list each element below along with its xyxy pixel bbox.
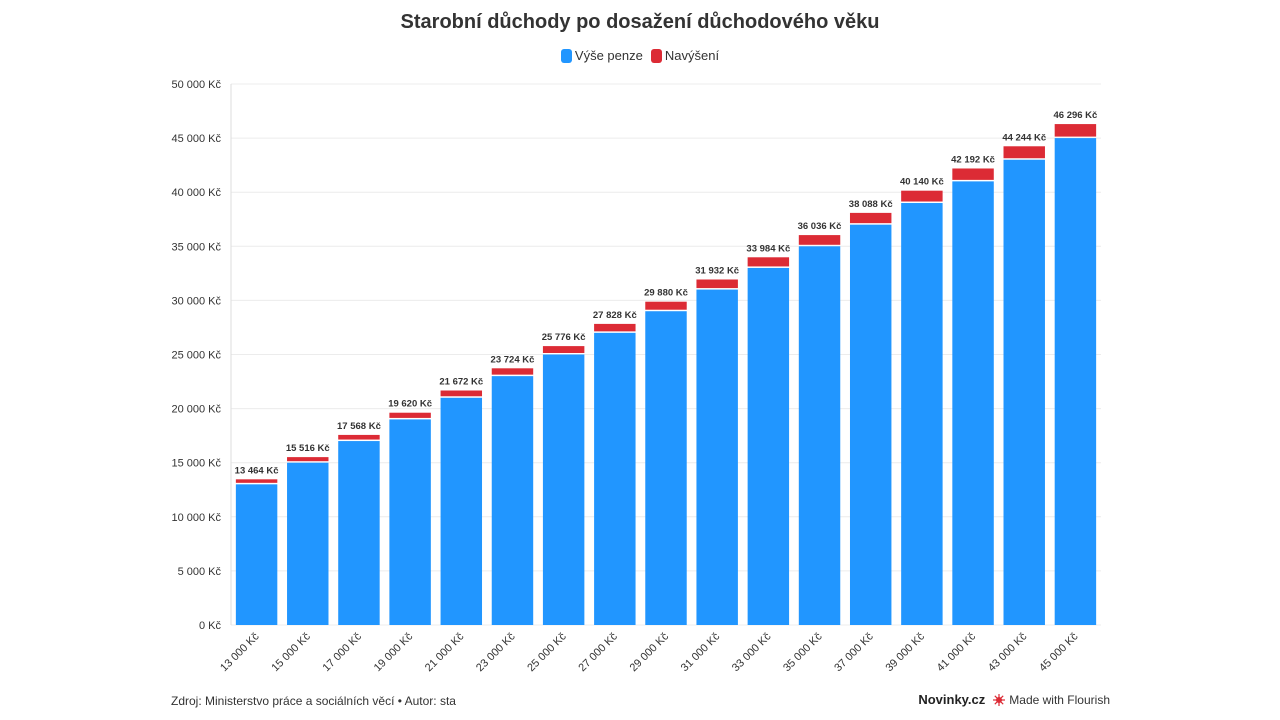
x-tick-label: 13 000 Kč	[218, 630, 262, 674]
y-tick-label: 40 000 Kč	[171, 187, 221, 199]
x-tick-label: 45 000 Kč	[1037, 630, 1081, 674]
total-label: 17 568 Kč	[337, 421, 381, 432]
y-tick-label: 20 000 Kč	[171, 404, 221, 416]
bar-increase	[1054, 124, 1097, 137]
bar-base	[594, 332, 636, 625]
bar-base	[1003, 159, 1045, 626]
legend-item-base[interactable]: Výše penze	[560, 48, 643, 63]
bar-base	[747, 267, 790, 625]
bar-increase	[1003, 146, 1045, 159]
x-tick-label: 37 000 Kč	[832, 630, 876, 674]
bar-base	[645, 311, 687, 625]
x-tick-label: 19 000 Kč	[372, 630, 416, 674]
flourish-credit[interactable]: Made with Flourish	[993, 693, 1110, 707]
x-tick-label: 15 000 Kč	[269, 630, 313, 674]
y-tick-label: 10 000 Kč	[171, 512, 221, 524]
total-label: 38 088 Kč	[849, 199, 893, 210]
total-label: 36 036 Kč	[798, 221, 842, 232]
x-tick-label: 41 000 Kč	[935, 630, 979, 674]
total-label: 27 828 Kč	[593, 310, 637, 321]
bar-base	[798, 246, 841, 626]
x-tick-label: 33 000 Kč	[730, 630, 774, 674]
x-tick-label: 23 000 Kč	[474, 630, 518, 674]
x-tick-label: 17 000 Kč	[321, 630, 365, 674]
bar-increase	[235, 479, 278, 483]
bar-base	[952, 181, 994, 625]
brand-logo[interactable]: Novinky.cz	[918, 692, 986, 707]
bar-base	[542, 354, 585, 625]
chart-title: Starobní důchody po dosažení důchodového…	[400, 11, 880, 33]
x-tick-label: 21 000 Kč	[423, 630, 467, 674]
bar-increase	[287, 457, 329, 462]
total-label: 23 724 Kč	[491, 354, 535, 365]
bar-base	[1054, 138, 1097, 625]
total-label: 46 296 Kč	[1053, 110, 1097, 121]
source-note: Zdroj: Ministerstvo práce a sociálních v…	[171, 694, 456, 708]
legend-label-increase: Navýšení	[664, 48, 720, 63]
made-with-flourish-label: Made with Flourish	[1009, 692, 1110, 707]
bar-increase	[849, 212, 892, 224]
bar-increase	[389, 412, 431, 418]
total-label: 21 672 Kč	[439, 377, 483, 388]
footer-branding: Novinky.cz Made with Flourish	[918, 692, 1110, 707]
y-tick-label: 45 000 Kč	[171, 133, 221, 145]
bar-base	[849, 224, 892, 625]
bar-base	[338, 441, 380, 625]
legend-swatch-base	[560, 48, 572, 63]
y-tick-label: 50 000 Kč	[171, 79, 221, 91]
bar-base	[235, 484, 278, 625]
bar-base	[440, 397, 483, 625]
y-tick-label: 15 000 Kč	[171, 458, 221, 470]
total-label: 19 620 Kč	[388, 399, 432, 410]
legend-swatch-increase	[650, 48, 662, 63]
bar-increase	[696, 279, 738, 289]
bar-increase	[798, 235, 841, 245]
total-label: 15 516 Kč	[286, 443, 330, 454]
bar-base	[389, 419, 431, 625]
bar-increase	[645, 301, 687, 310]
bar-increase	[491, 368, 534, 375]
x-tick-label: 35 000 Kč	[781, 630, 825, 674]
bar-base	[287, 462, 329, 625]
total-label: 42 192 Kč	[951, 154, 995, 165]
total-label: 44 244 Kč	[1002, 132, 1046, 143]
bar-increase	[952, 168, 994, 180]
y-tick-label: 35 000 Kč	[171, 241, 221, 253]
total-label: 25 776 Kč	[542, 332, 586, 343]
bar-base	[491, 376, 534, 625]
bar-increase	[747, 257, 790, 267]
x-tick-label: 43 000 Kč	[986, 630, 1030, 674]
bar-increase	[901, 190, 943, 202]
total-label: 33 984 Kč	[746, 243, 790, 254]
x-tick-label: 25 000 Kč	[525, 630, 569, 674]
bar-increase	[338, 434, 380, 440]
bar-increase	[542, 346, 585, 353]
y-tick-label: 30 000 Kč	[171, 295, 221, 307]
total-label: 40 140 Kč	[900, 177, 944, 188]
total-label: 13 464 Kč	[235, 465, 279, 476]
y-tick-label: 0 Kč	[199, 620, 222, 632]
y-tick-label: 25 000 Kč	[171, 350, 221, 362]
total-label: 31 932 Kč	[695, 265, 739, 276]
x-tick-label: 39 000 Kč	[883, 630, 927, 674]
x-tick-label: 31 000 Kč	[679, 630, 723, 674]
bar-base	[901, 203, 943, 625]
bar-base	[696, 289, 738, 625]
bar-increase	[594, 323, 636, 332]
x-tick-label: 27 000 Kč	[576, 630, 620, 674]
legend-item-increase[interactable]: Navýšení	[650, 48, 720, 63]
total-label: 29 880 Kč	[644, 288, 688, 299]
y-tick-label: 5 000 Kč	[178, 566, 222, 578]
bar-increase	[440, 390, 483, 397]
flourish-icon	[993, 693, 1006, 706]
legend: Výše penze Navýšení	[0, 48, 1280, 63]
legend-label-base: Výše penze	[574, 48, 643, 63]
x-tick-label: 29 000 Kč	[628, 630, 672, 674]
